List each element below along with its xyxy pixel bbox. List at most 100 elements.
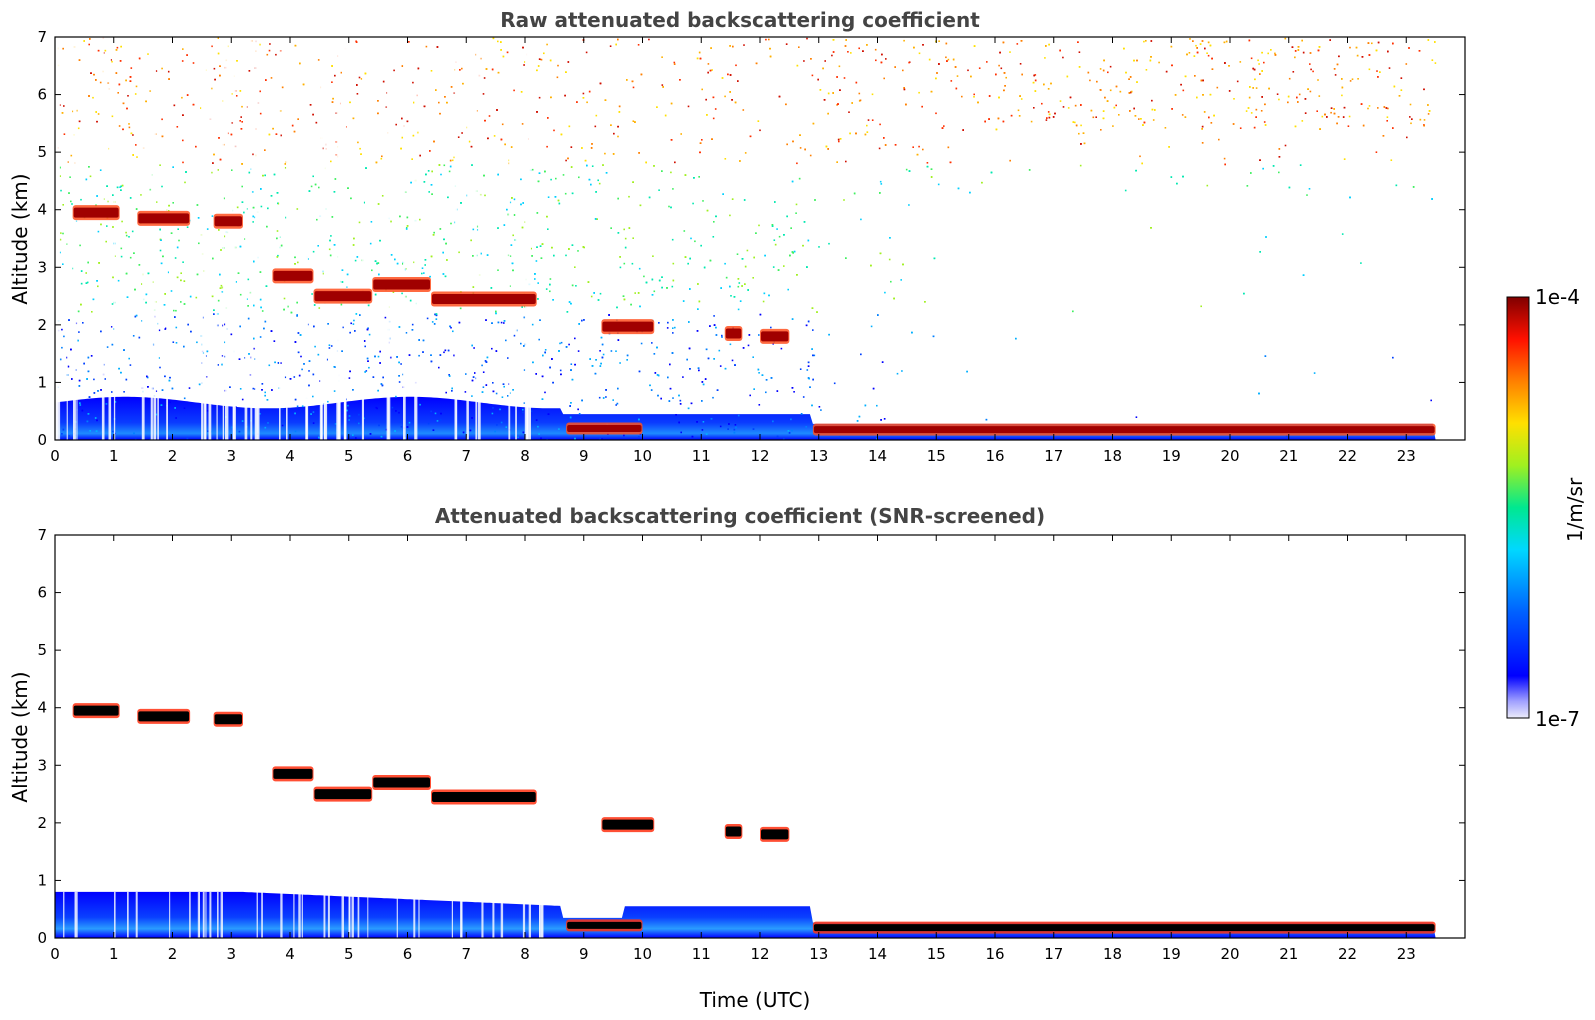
x-tick-label: 10 bbox=[633, 447, 652, 465]
layer-core bbox=[314, 789, 372, 800]
x-tick-label: 7 bbox=[461, 447, 471, 465]
layer-core bbox=[273, 768, 313, 779]
layer-core bbox=[567, 921, 642, 929]
x-tick-label: 19 bbox=[1162, 945, 1181, 963]
layer-core bbox=[725, 328, 742, 339]
x-tick-label: 16 bbox=[985, 945, 1004, 963]
x-axis-label: Time (UTC) bbox=[699, 988, 811, 1012]
x-tick-label: 1 bbox=[109, 945, 119, 963]
x-tick-label: 18 bbox=[1103, 945, 1122, 963]
screened-y-axis-label: Altitude (km) bbox=[8, 671, 32, 802]
colorbar-unit-label: 1/m/sr bbox=[1563, 477, 1587, 542]
x-tick-label: 13 bbox=[809, 447, 828, 465]
layer-core bbox=[373, 279, 430, 290]
layer-core bbox=[73, 705, 119, 716]
colorbar-min-label: 1e-7 bbox=[1535, 707, 1580, 731]
layer-core bbox=[813, 924, 1435, 932]
y-tick-label: 0 bbox=[37, 929, 47, 947]
y-tick-label: 2 bbox=[37, 316, 47, 334]
x-tick-label: 5 bbox=[344, 945, 354, 963]
layer-core bbox=[432, 791, 536, 802]
x-tick-label: 11 bbox=[692, 447, 711, 465]
data-gap-stripes bbox=[63, 891, 544, 938]
layer-core bbox=[725, 826, 742, 837]
layer-core bbox=[138, 711, 190, 722]
x-tick-label: 15 bbox=[927, 945, 946, 963]
x-tick-label: 7 bbox=[461, 945, 471, 963]
y-tick-label: 4 bbox=[37, 201, 47, 219]
y-tick-label: 3 bbox=[37, 258, 47, 276]
x-tick-label: 12 bbox=[750, 447, 769, 465]
x-tick-label: 4 bbox=[285, 945, 295, 963]
y-tick-label: 6 bbox=[37, 86, 47, 104]
x-tick-label: 1 bbox=[109, 447, 119, 465]
x-tick-label: 12 bbox=[750, 945, 769, 963]
x-tick-label: 6 bbox=[403, 447, 413, 465]
raw-y-axis-label: Altitude (km) bbox=[8, 173, 32, 304]
x-tick-label: 10 bbox=[633, 945, 652, 963]
colorbar-max-label: 1e-4 bbox=[1535, 285, 1580, 309]
raw-x-axis: 0 1 2 3 4 5 6 7 8 9 10 11 12 13 14 15 16 17 18 19 20 21 22 23 bbox=[50, 37, 1416, 465]
x-tick-label: 15 bbox=[927, 447, 946, 465]
screened-panel: Attenuated backscattering coefficient (S… bbox=[8, 504, 1466, 1012]
x-tick-label: 5 bbox=[344, 447, 354, 465]
raw-layers bbox=[72, 205, 1436, 436]
x-tick-label: 17 bbox=[1044, 447, 1063, 465]
x-tick-label: 8 bbox=[520, 945, 530, 963]
y-tick-label: 5 bbox=[37, 641, 47, 659]
y-tick-label: 7 bbox=[37, 526, 47, 544]
layer-core bbox=[373, 777, 430, 788]
screened-x-axis: 0 1 2 3 4 5 6 7 8 9 10 11 12 13 14 15 16 17 18 19 20 21 22 23 bbox=[50, 535, 1416, 963]
layer-core bbox=[602, 321, 654, 332]
raw-plot-background bbox=[55, 37, 1465, 440]
y-tick-label: 6 bbox=[37, 584, 47, 602]
layer-core bbox=[432, 293, 536, 304]
noise-speckle bbox=[55, 37, 1437, 440]
y-tick-label: 4 bbox=[37, 699, 47, 717]
y-tick-label: 1 bbox=[37, 373, 47, 391]
y-tick-label: 1 bbox=[37, 871, 47, 889]
x-tick-label: 20 bbox=[1220, 945, 1239, 963]
layer-core bbox=[214, 714, 242, 725]
x-tick-label: 23 bbox=[1397, 945, 1416, 963]
x-tick-label: 21 bbox=[1279, 447, 1298, 465]
screened-plot-background bbox=[55, 535, 1465, 938]
screened-y-axis: 0 1 2 3 4 5 6 7 bbox=[37, 526, 1465, 947]
screened-layers bbox=[72, 703, 1436, 934]
layer-core bbox=[273, 270, 313, 281]
layer-core bbox=[138, 213, 190, 224]
x-tick-label: 6 bbox=[403, 945, 413, 963]
x-tick-label: 4 bbox=[285, 447, 295, 465]
y-tick-label: 2 bbox=[37, 814, 47, 832]
x-tick-label: 14 bbox=[868, 447, 887, 465]
data-gap-stripes bbox=[55, 37, 531, 440]
layer-core bbox=[761, 829, 789, 840]
layer-core bbox=[73, 207, 119, 218]
colorbar-gradient bbox=[1506, 296, 1530, 719]
layer-core bbox=[314, 291, 372, 302]
x-tick-label: 8 bbox=[520, 447, 530, 465]
x-tick-label: 9 bbox=[579, 945, 589, 963]
y-tick-label: 7 bbox=[37, 28, 47, 46]
layer-core bbox=[567, 424, 642, 432]
y-tick-label: 5 bbox=[37, 143, 47, 161]
y-tick-label: 0 bbox=[37, 431, 47, 449]
x-tick-label: 23 bbox=[1397, 447, 1416, 465]
x-tick-label: 14 bbox=[868, 945, 887, 963]
x-tick-label: 22 bbox=[1338, 447, 1357, 465]
layer-core bbox=[214, 216, 242, 227]
x-tick-label: 0 bbox=[50, 447, 60, 465]
x-tick-label: 2 bbox=[168, 945, 178, 963]
x-tick-label: 3 bbox=[226, 447, 236, 465]
x-tick-label: 9 bbox=[579, 447, 589, 465]
raw-panel-title: Raw attenuated backscattering coefficien… bbox=[500, 8, 980, 32]
x-tick-label: 16 bbox=[985, 447, 1004, 465]
x-tick-label: 19 bbox=[1162, 447, 1181, 465]
raw-panel: Raw attenuated backscattering coefficien… bbox=[8, 8, 1466, 465]
layer-core bbox=[602, 819, 654, 830]
x-tick-label: 3 bbox=[226, 945, 236, 963]
screened-panel-title: Attenuated backscattering coefficient (S… bbox=[435, 504, 1045, 528]
x-tick-label: 13 bbox=[809, 945, 828, 963]
layer-core bbox=[813, 426, 1435, 434]
